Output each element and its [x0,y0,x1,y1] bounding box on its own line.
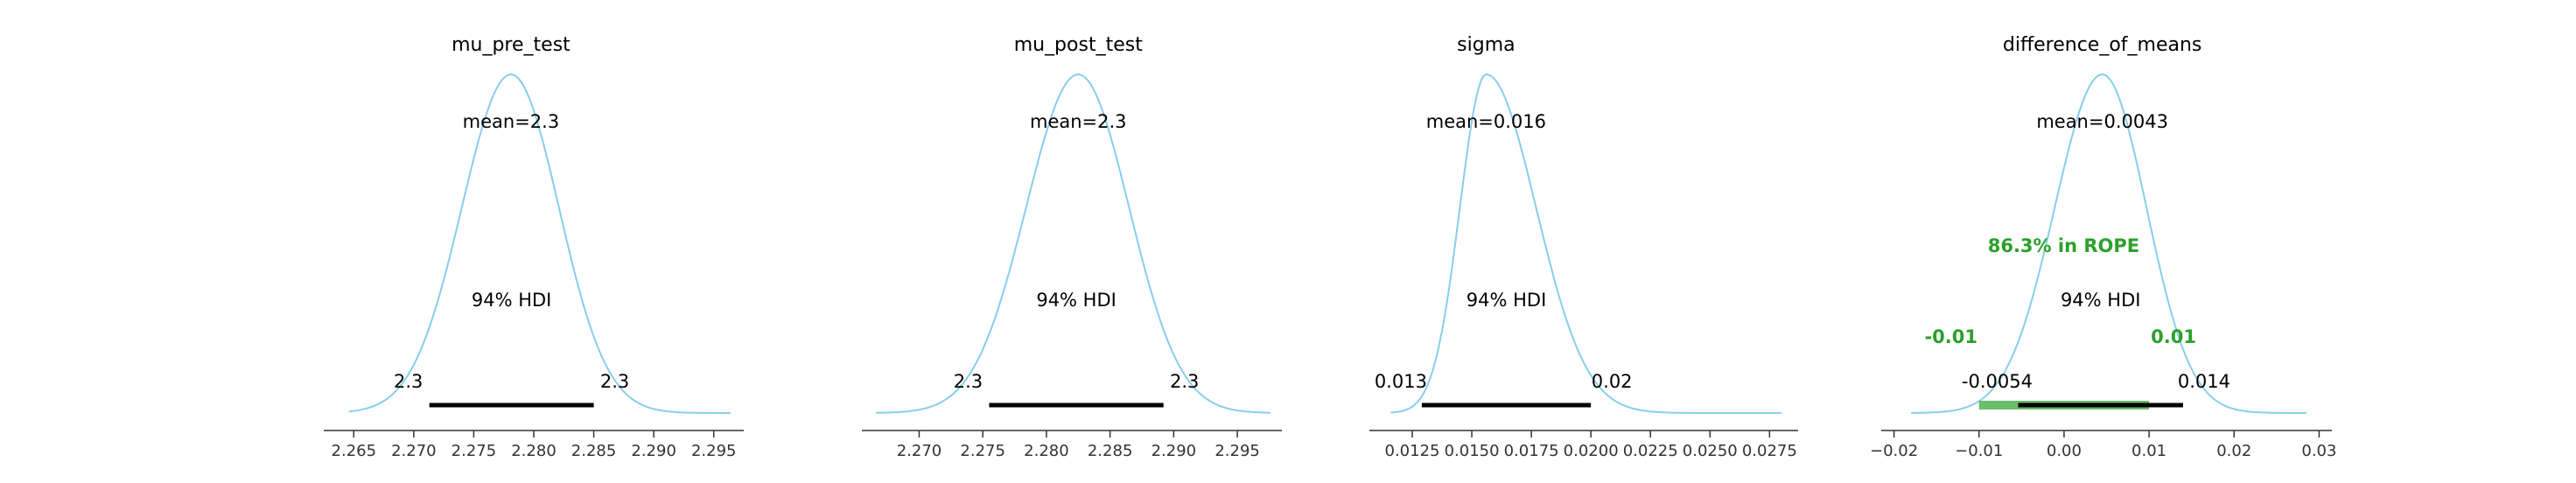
rope-lower-label: -0.01 [1924,326,1978,347]
x-tick-label: 0.0175 [1504,442,1559,460]
x-tick-label: 0.01 [2132,442,2166,460]
panel-2: 0.0125 0.0150 0.0175 0.0200 0.0225 0.0250 0.02… [1369,34,1798,460]
x-tick-label: 2.270 [391,442,437,460]
panel-title: sigma [1457,34,1515,56]
density-curve [875,73,1270,414]
mean-label: mean=0.016 [1426,111,1546,132]
hdi-label: 94% HDI [1036,290,1116,311]
hdi-upper-label: 2.3 [600,371,629,392]
x-tick-label: 2.280 [1024,442,1069,460]
rope-label: 86.3% in ROPE [1988,235,2139,256]
x-tick-label: 2.295 [1214,442,1260,460]
x-tick-label: 0.00 [2047,442,2082,460]
panel-0: 2.265 2.270 2.275 2.280 2.285 2.290 2.295 mu_pr… [324,34,744,460]
mean-label: mean=0.0043 [2036,111,2168,132]
x-tick-label: 2.275 [960,442,1005,460]
x-tick-label: −0.02 [1870,442,1918,460]
x-tick-label: 0.0225 [1623,442,1678,460]
hdi-lower-label: 2.3 [394,371,423,392]
hdi-lower-label: -0.0054 [1962,371,2033,392]
x-tick-label: 0.0150 [1445,442,1500,460]
density-curve [348,73,731,414]
x-tick-label: 0.0250 [1683,442,1738,460]
mean-label: mean=2.3 [463,111,560,132]
x-tick-label: 2.290 [631,442,676,460]
x-tick-label: 0.0125 [1385,442,1440,460]
hdi-lower-label: 0.013 [1375,371,1427,392]
density-curve [1911,74,2306,414]
x-tick-label: 2.295 [691,442,737,460]
hdi-upper-label: 2.3 [1170,371,1199,392]
x-tick-label: −0.01 [1955,442,2003,460]
panel-title: mu_post_test [1014,34,1144,56]
hdi-lower-label: 2.3 [954,371,983,392]
x-tick-label: 2.275 [452,442,497,460]
x-tick-label: 0.02 [2216,442,2251,460]
panel-3: −0.02 −0.01 0.00 0.01 0.02 0.03 difference_of_… [1870,34,2336,460]
hdi-label: 94% HDI [2061,290,2141,311]
hdi-upper-label: 0.02 [1592,371,1633,392]
x-tick-label: 2.265 [332,442,377,460]
mean-label: mean=2.3 [1030,111,1127,132]
rope-upper-label: 0.01 [2151,326,2196,347]
panel-title: mu_pre_test [452,34,570,56]
hdi-label: 94% HDI [472,290,552,311]
x-tick-label: 2.290 [1152,442,1197,460]
x-tick-label: 2.280 [511,442,556,460]
panel-1: 2.270 2.275 2.280 2.285 2.290 2.295 mu_post_te… [862,34,1282,460]
hdi-upper-label: 0.014 [2178,371,2230,392]
x-tick-label: 0.0200 [1564,442,1619,460]
hdi-label: 94% HDI [1466,290,1547,311]
density-curve [1390,73,1782,414]
x-tick-label: 0.0275 [1742,442,1797,460]
panel-title: difference_of_means [2003,34,2202,56]
x-tick-label: 2.270 [897,442,942,460]
x-tick-label: 2.285 [1088,442,1133,460]
x-tick-label: 0.03 [2301,442,2336,460]
x-tick-label: 2.285 [571,442,617,460]
